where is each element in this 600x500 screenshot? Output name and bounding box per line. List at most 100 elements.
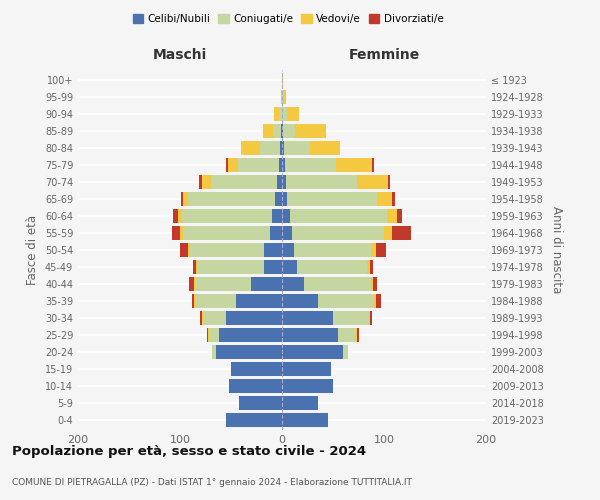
Bar — [226, 310, 282, 325]
Bar — [282, 175, 286, 190]
Bar — [282, 107, 299, 122]
Bar — [263, 260, 282, 274]
Text: Femmine: Femmine — [349, 48, 419, 62]
Bar — [241, 141, 282, 156]
Bar — [282, 260, 373, 274]
Bar — [275, 192, 282, 206]
Bar — [200, 310, 282, 325]
Y-axis label: Fasce di età: Fasce di età — [26, 215, 39, 285]
Bar — [282, 192, 395, 206]
Bar — [282, 141, 310, 156]
Bar — [282, 362, 331, 376]
Bar — [178, 209, 282, 224]
Bar — [190, 243, 282, 257]
Bar — [282, 260, 298, 274]
Bar — [282, 107, 287, 122]
Bar — [196, 260, 282, 274]
Bar — [193, 260, 282, 274]
Bar — [194, 294, 282, 308]
Bar — [189, 276, 282, 291]
Bar — [277, 175, 282, 190]
Bar — [282, 344, 349, 359]
Bar — [282, 90, 286, 104]
Bar — [274, 107, 282, 122]
Bar — [282, 226, 392, 240]
Bar — [173, 209, 282, 224]
Bar — [263, 243, 282, 257]
Bar — [282, 243, 376, 257]
Bar — [282, 344, 343, 359]
Bar — [272, 209, 282, 224]
Bar — [282, 243, 371, 257]
Bar — [216, 344, 282, 359]
Bar — [181, 192, 282, 206]
Bar — [281, 124, 282, 138]
Bar — [196, 276, 282, 291]
Bar — [211, 175, 282, 190]
Bar — [282, 276, 371, 291]
Bar — [212, 344, 282, 359]
Bar — [282, 396, 318, 410]
Bar — [196, 294, 282, 308]
Bar — [282, 276, 377, 291]
Bar — [226, 412, 282, 427]
Bar — [282, 378, 333, 393]
Bar — [282, 192, 377, 206]
Bar — [282, 378, 333, 393]
Bar — [282, 294, 318, 308]
Y-axis label: Anni di nascita: Anni di nascita — [550, 206, 563, 294]
Bar — [282, 310, 372, 325]
Bar — [180, 243, 282, 257]
Bar — [281, 90, 282, 104]
Bar — [226, 158, 282, 172]
Bar — [260, 141, 282, 156]
Bar — [282, 276, 304, 291]
Bar — [282, 328, 338, 342]
Bar — [282, 412, 328, 427]
Legend: Celibi/Nubili, Coniugati/e, Vedovi/e, Divorziati/e: Celibi/Nubili, Coniugati/e, Vedovi/e, Di… — [128, 10, 448, 29]
Bar — [282, 396, 318, 410]
Bar — [282, 396, 318, 410]
Bar — [282, 107, 299, 122]
Bar — [231, 362, 282, 376]
Bar — [229, 378, 282, 393]
Bar — [231, 362, 282, 376]
Bar — [229, 378, 282, 393]
Bar — [209, 328, 282, 342]
Bar — [282, 328, 358, 342]
Bar — [226, 412, 282, 427]
Bar — [281, 90, 282, 104]
Bar — [282, 141, 284, 156]
Bar — [270, 226, 282, 240]
Bar — [231, 362, 282, 376]
Bar — [282, 328, 359, 342]
Bar — [282, 294, 376, 308]
Bar — [202, 175, 282, 190]
Bar — [282, 209, 387, 224]
Bar — [194, 276, 282, 291]
Bar — [282, 226, 292, 240]
Bar — [282, 243, 386, 257]
Bar — [239, 396, 282, 410]
Bar — [273, 124, 282, 138]
Bar — [279, 158, 282, 172]
Bar — [282, 175, 358, 190]
Text: Popolazione per età, sesso e stato civile - 2024: Popolazione per età, sesso e stato civil… — [12, 445, 366, 458]
Bar — [282, 90, 284, 104]
Bar — [282, 412, 328, 427]
Bar — [180, 226, 282, 240]
Bar — [212, 344, 282, 359]
Bar — [282, 158, 336, 172]
Bar — [282, 294, 381, 308]
Bar — [282, 344, 349, 359]
Bar — [282, 243, 294, 257]
Bar — [229, 378, 282, 393]
Bar — [282, 310, 369, 325]
Bar — [282, 175, 390, 190]
Bar — [282, 90, 286, 104]
Bar — [282, 158, 285, 172]
Bar — [280, 141, 282, 156]
Bar — [282, 412, 328, 427]
Bar — [282, 158, 374, 172]
Bar — [282, 260, 367, 274]
